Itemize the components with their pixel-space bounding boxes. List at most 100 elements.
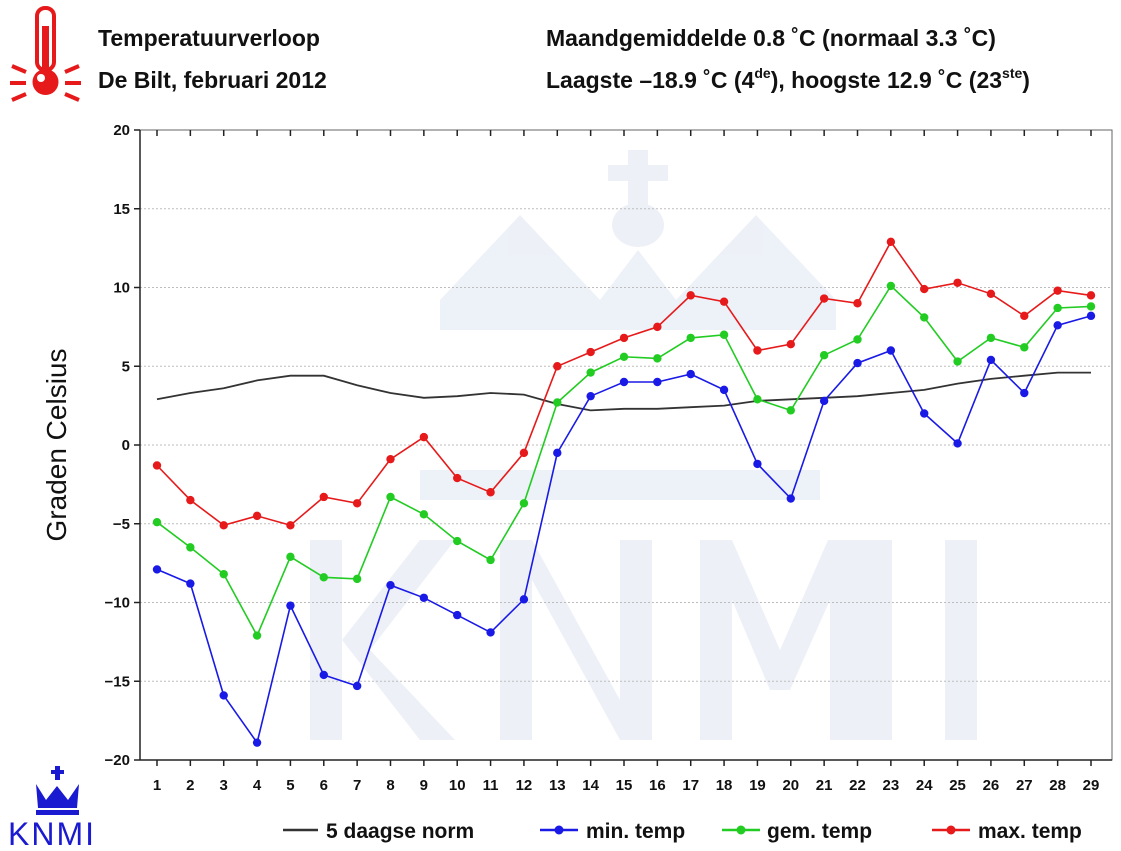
data-point-min [619, 377, 629, 387]
x-tick-label: 20 [782, 777, 799, 794]
x-tick-label: 13 [549, 777, 566, 794]
x-tick-label: 26 [983, 777, 1000, 794]
data-point-mean [286, 552, 295, 562]
data-point-min [152, 565, 162, 574]
x-tick-label: 12 [516, 777, 533, 794]
data-point-min [319, 670, 328, 680]
legend-label-min: min. temp [586, 820, 685, 843]
data-point-max [986, 289, 996, 298]
data-point-min [920, 409, 929, 418]
data-point-mean [319, 573, 328, 582]
data-point-min [986, 355, 996, 365]
x-tick-label: 27 [1016, 777, 1033, 794]
x-tick-label: 23 [883, 777, 900, 794]
data-point-min [286, 601, 295, 610]
data-point-mean [819, 351, 829, 360]
data-point-max [586, 347, 595, 357]
x-tick-label: 28 [1049, 777, 1066, 794]
data-point-max [553, 362, 562, 371]
data-point-mean [1020, 343, 1029, 352]
legend-item-norm: 5 daagse norm [283, 820, 474, 843]
data-point-mean [719, 330, 729, 339]
x-tick-label: 7 [353, 777, 361, 794]
data-point-max [953, 278, 962, 287]
data-point-mean [1086, 302, 1096, 311]
data-point-max [152, 461, 162, 470]
data-point-mean [453, 536, 462, 546]
data-point-max [753, 346, 762, 355]
data-point-mean [786, 406, 795, 415]
data-point-mean [953, 357, 962, 366]
data-point-min [1086, 311, 1096, 321]
x-tick-label: 5 [286, 777, 294, 794]
data-point-max [819, 294, 829, 303]
data-point-max [252, 511, 262, 521]
series-line-norm [156, 371, 1091, 412]
data-point-max [920, 284, 929, 294]
data-point-mean [920, 313, 929, 322]
data-point-min [953, 439, 962, 448]
y-axis-label: Graden Celsius [41, 349, 72, 542]
data-point-mean [986, 333, 996, 343]
data-point-min [753, 459, 762, 469]
data-point-max [653, 322, 662, 332]
data-point-min [1020, 388, 1029, 398]
chart-title: Temperatuurverloop [98, 25, 320, 51]
extremes-stats: Laagste –18.9 ˚C (4de), hoogste 12.9 ˚C … [546, 65, 1030, 93]
grid-lines [140, 208, 1112, 682]
data-point-max [886, 237, 896, 247]
data-point-mean [186, 543, 195, 552]
x-tick-label: 24 [916, 777, 933, 794]
y-tick-label: −5 [113, 516, 130, 533]
legend-item-min: min. temp [540, 820, 685, 843]
data-point-min [553, 448, 562, 458]
data-point-min [786, 494, 795, 503]
data-point-max [786, 340, 795, 349]
data-point-max [519, 448, 529, 458]
data-point-min [219, 691, 228, 700]
data-point-max [319, 492, 328, 502]
x-tick-label: 15 [616, 777, 633, 794]
data-point-min [186, 579, 195, 588]
series-layer [152, 237, 1096, 747]
data-point-mean [886, 281, 896, 291]
x-tick-label: 9 [420, 777, 428, 794]
legend-label-norm: 5 daagse norm [326, 820, 474, 843]
x-tick-label: 19 [749, 777, 766, 794]
knmi-watermark [310, 150, 977, 740]
data-point-min [586, 391, 595, 401]
data-point-max [286, 521, 295, 530]
data-point-mean [1053, 303, 1062, 313]
data-point-min [453, 610, 462, 620]
data-point-max [619, 333, 629, 343]
x-tick-label: 2 [186, 777, 194, 794]
knmi-logo: KNMI [8, 766, 94, 851]
x-tick-label: 14 [582, 777, 599, 794]
legend-swatch-min [554, 825, 564, 835]
crown-icon [36, 766, 79, 815]
x-tick-label: 8 [386, 777, 394, 794]
data-point-mean [586, 368, 595, 377]
y-tick-label: −10 [105, 595, 130, 612]
x-tick-label: 11 [483, 777, 499, 794]
y-tick-label: 5 [122, 358, 130, 375]
x-tick-label: 3 [220, 777, 228, 794]
data-point-max [219, 521, 228, 530]
data-point-min [853, 358, 862, 368]
data-point-mean [753, 395, 762, 404]
data-point-mean [386, 492, 395, 502]
legend-label-mean: gem. temp [767, 820, 872, 843]
data-point-min [486, 628, 495, 637]
data-point-min [252, 738, 262, 747]
x-tick-label: 10 [449, 777, 466, 794]
y-tick-label: −15 [105, 673, 130, 690]
data-point-mean [219, 569, 228, 579]
data-point-max [1086, 291, 1096, 300]
data-point-max [186, 495, 195, 505]
data-point-max [352, 499, 362, 508]
data-point-min [819, 396, 829, 406]
x-tick-label: 4 [253, 777, 262, 794]
data-point-max [1020, 311, 1029, 321]
x-tick-label: 6 [320, 777, 328, 794]
data-point-max [853, 299, 862, 308]
